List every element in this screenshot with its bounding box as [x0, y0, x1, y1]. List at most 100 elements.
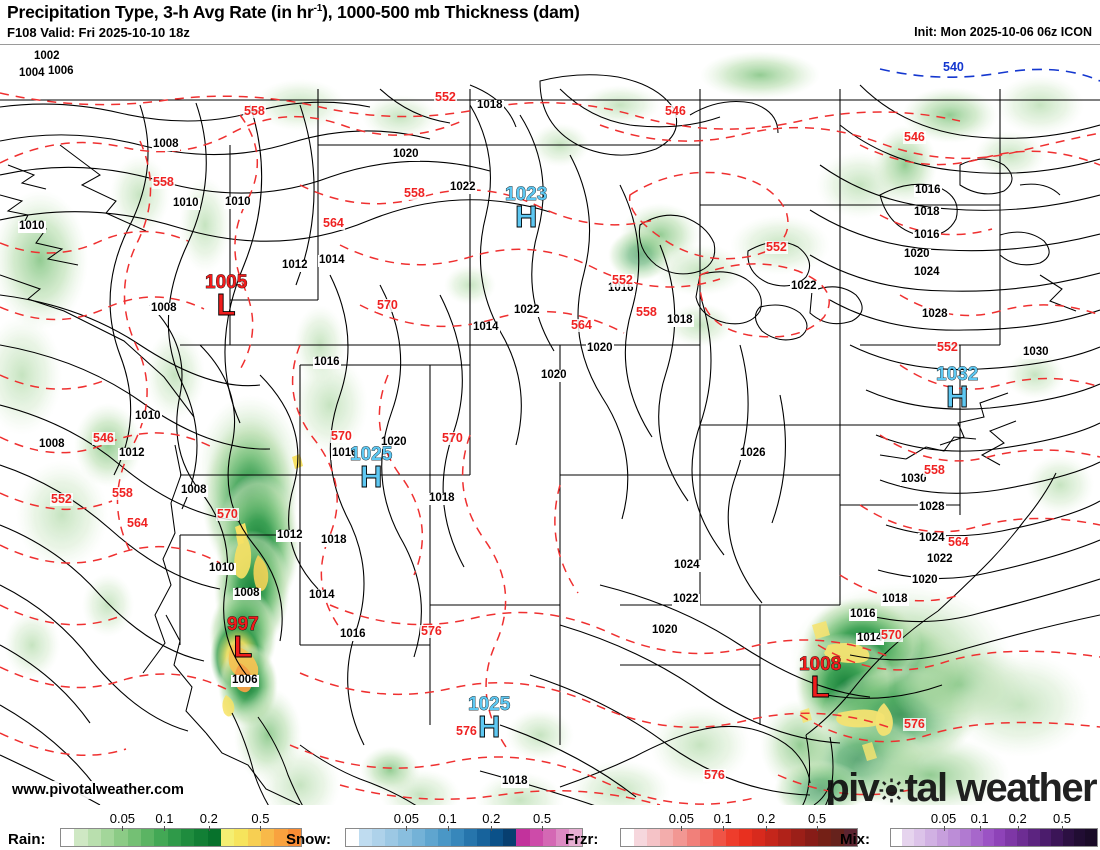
colorbar-swatch — [1039, 829, 1052, 846]
colorbar-swatch — [993, 829, 1006, 846]
colorbar-swatch — [843, 829, 857, 846]
colorbar-swatch — [936, 829, 949, 846]
colorbar-gradient[interactable] — [60, 828, 302, 847]
colorbar-swatch — [712, 829, 726, 846]
colorbar-tick-mark — [766, 826, 768, 831]
colorbar-tick-mark — [681, 826, 683, 831]
colorbar-swatch — [463, 829, 478, 846]
colorbar-swatch — [725, 829, 739, 846]
colorbar-swatch — [1016, 829, 1029, 846]
colorbar-ticks: 0.05 0.1 0.2 0.5 — [60, 811, 300, 831]
colorbar-tick-label: 0.1 — [438, 811, 457, 826]
colorbar-tick-label: 0.5 — [1052, 811, 1072, 826]
precip-shading — [0, 51, 1094, 805]
colorbar-swatch — [948, 829, 960, 846]
colorbar-tick-label: 0.5 — [533, 811, 552, 826]
colorbar-tick-label: 0.05 — [393, 811, 420, 826]
colorbar-swatch — [194, 829, 208, 846]
colorbar-swatch — [660, 829, 674, 846]
colorbar-swatch — [804, 829, 818, 846]
colorbar-tick-label: 0.2 — [757, 811, 776, 826]
colorbar-swatch — [647, 829, 661, 846]
colorbar-swatch — [87, 829, 101, 846]
colorbar-tick-label: 0.5 — [251, 811, 270, 826]
colorbar-swatch — [372, 829, 386, 846]
map-header: Precipitation Type, 3-h Avg Rate (in hr-… — [0, 0, 1100, 44]
colorbar-swatch — [673, 829, 687, 846]
colorbar-tick-mark — [817, 826, 819, 831]
colorbar-swatch — [913, 829, 926, 846]
colorbar-tick-mark — [406, 826, 408, 831]
colorbar-swatch — [738, 829, 753, 846]
colorbar-swatch — [699, 829, 713, 846]
colorbar-swatch — [490, 829, 504, 846]
colorbar-swatch — [891, 829, 903, 846]
colorbar-tick-mark — [979, 826, 981, 831]
thickness-contour-540 — [879, 68, 1100, 82]
legend-colorbars: Rain: 0.05 0.1 0.2 0.5 Snow: 0.05 0.1 0.2 0.5 Frzr… — [0, 805, 1100, 850]
colorbar-swatch — [274, 829, 288, 846]
pivotal-weather-logo: piv tal weather — [825, 766, 1098, 806]
colorbar-label: Frzr: — [565, 831, 599, 848]
colorbar-swatch — [140, 829, 155, 846]
colorbar-swatch — [925, 829, 937, 846]
colorbar-group: Frzr: 0.05 0.1 0.2 0.5 — [565, 805, 858, 850]
logo-text-post: tal weather — [904, 766, 1098, 806]
colorbar-swatch — [778, 829, 792, 846]
colorbar-tick-mark — [1062, 826, 1063, 831]
site-url-watermark: www.pivotalweather.com — [9, 781, 187, 799]
colorbar-swatch — [424, 829, 438, 846]
page-title: Precipitation Type, 3-h Avg Rate (in hr-… — [7, 2, 580, 22]
colorbar-tick-mark — [447, 826, 449, 831]
colorbar-swatch — [902, 829, 914, 846]
colorbar-swatch — [516, 829, 530, 846]
colorbar-swatch — [982, 829, 994, 846]
colorbar-swatch — [529, 829, 543, 846]
colorbar-swatch — [1051, 829, 1063, 846]
colorbar-swatch — [1085, 829, 1097, 846]
colorbar-swatch — [100, 829, 115, 846]
colorbar-gradient[interactable] — [890, 828, 1098, 847]
colorbar-tick-label: 0.1 — [155, 811, 174, 826]
colorbar-swatch — [765, 829, 779, 846]
colorbar-swatch — [621, 829, 635, 846]
sun-icon — [879, 778, 904, 803]
colorbar-swatch — [477, 829, 491, 846]
colorbar-tick-mark — [260, 826, 262, 831]
colorbar-swatch — [830, 829, 844, 846]
colorbar-tick-label: 0.05 — [930, 811, 957, 826]
logo-text-pre: piv — [825, 766, 880, 806]
colorbar-swatch — [180, 829, 195, 846]
colorbar-swatch — [207, 829, 221, 846]
colorbar-gradient[interactable] — [345, 828, 583, 847]
isobar-contours — [0, 84, 1100, 805]
colorbar-swatch — [503, 829, 517, 846]
colorbar-swatch — [61, 829, 75, 846]
colorbar-swatch — [752, 829, 766, 846]
colorbar-swatch — [74, 829, 88, 846]
colorbar-swatch — [359, 829, 373, 846]
colorbar-tick-mark — [122, 826, 124, 831]
colorbar-tick-label: 0.5 — [808, 811, 827, 826]
colorbar-swatch — [555, 829, 569, 846]
colorbar-swatch — [791, 829, 805, 846]
colorbar-tick-mark — [722, 826, 724, 831]
colorbar-tick-label: 0.05 — [668, 811, 695, 826]
valid-time-label: F108 Valid: Fri 2025-10-10 18z — [7, 25, 190, 40]
colorbar-swatch — [971, 829, 983, 846]
colorbar-swatch — [114, 829, 128, 846]
map-canvas[interactable]: 1002 1004 1006 1008 1008 1008 1008 1008 1010 1010… — [0, 44, 1100, 806]
colorbar-swatch — [220, 829, 235, 846]
colorbar-swatch — [959, 829, 972, 846]
colorbar-swatch — [260, 829, 275, 846]
colorbar-swatch — [568, 829, 582, 846]
colorbar-swatch — [154, 829, 168, 846]
colorbar-swatch — [127, 829, 141, 846]
colorbar-tick-label: 0.2 — [482, 811, 501, 826]
colorbar-gradient[interactable] — [620, 828, 858, 847]
colorbar-swatch — [385, 829, 399, 846]
init-time-label: Init: Mon 2025-10-06 06z ICON — [914, 25, 1092, 39]
colorbar-tick-label: 0.2 — [199, 811, 218, 826]
colorbar-ticks: 0.05 0.1 0.2 0.5 — [345, 811, 581, 831]
colorbar-label: Snow: — [286, 831, 331, 848]
